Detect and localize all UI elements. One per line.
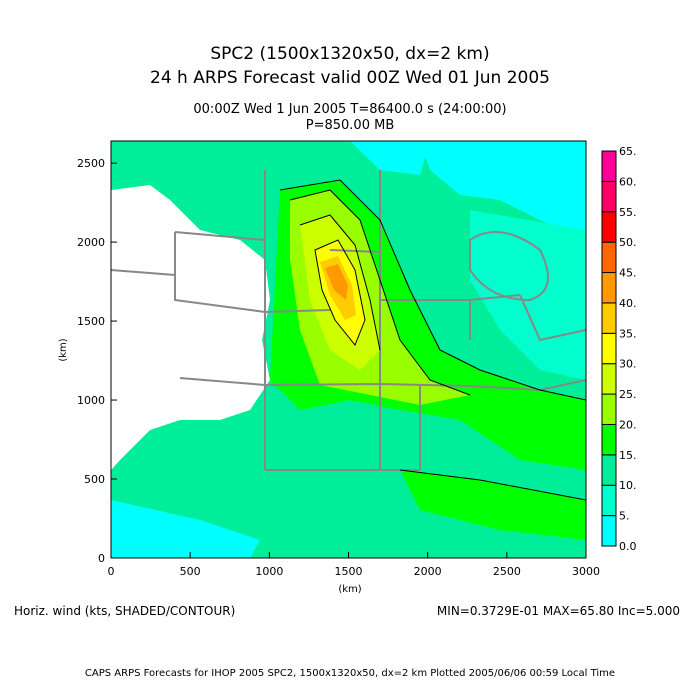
x-tick-label: 500 bbox=[180, 565, 201, 578]
field-statistics: MIN=0.3729E-01 MAX=65.80 Inc=5.000 bbox=[436, 604, 680, 618]
colorbar-swatch bbox=[601, 393, 617, 425]
colorbar-swatch bbox=[601, 454, 617, 486]
colorbar-level-label: 40. bbox=[619, 297, 637, 310]
colorbar-swatch bbox=[601, 423, 617, 456]
colorbar-level-label: 35. bbox=[619, 327, 637, 340]
masked-terrain-region bbox=[111, 185, 270, 470]
plot-title: SPC2 (1500x1320x50, dx=2 km) bbox=[210, 44, 490, 64]
colorbar-level-label: 65. bbox=[619, 145, 637, 158]
y-tick-label: 500 bbox=[84, 473, 105, 486]
x-tick-label: 0 bbox=[108, 565, 115, 578]
cyan-region-southwest bbox=[111, 500, 260, 558]
cyan-region-northeast bbox=[420, 141, 586, 240]
x-tick-label: 1000 bbox=[255, 565, 283, 578]
colorbar-swatch bbox=[601, 484, 617, 517]
y-tick-label: 1500 bbox=[77, 315, 105, 328]
colorbar-swatch bbox=[601, 332, 617, 365]
colorbar-swatch bbox=[601, 150, 617, 182]
contour-lines bbox=[279, 179, 586, 501]
colorbar-level-label: 20. bbox=[619, 418, 637, 431]
colorbar-swatch bbox=[601, 515, 617, 547]
colorbar-level-label: 55. bbox=[619, 206, 637, 219]
forecast-subtitle: 24 h ARPS Forecast valid 00Z Wed 01 Jun … bbox=[150, 68, 550, 88]
colorbar-swatch bbox=[601, 180, 617, 213]
x-tick-label: 2000 bbox=[414, 565, 442, 578]
colorbar-level-label: 60. bbox=[619, 175, 637, 188]
y-axis: 0 500 1000 1500 2000 2500 bbox=[77, 157, 117, 565]
colorbar-swatch bbox=[601, 211, 617, 243]
x-tick-label: 3000 bbox=[572, 565, 600, 578]
x-axis: 0 500 1000 1500 2000 2500 3000 bbox=[108, 552, 600, 578]
colorbar-swatch bbox=[601, 241, 617, 274]
y-tick-label: 2500 bbox=[77, 157, 105, 170]
valid-time-label: 00:00Z Wed 1 Jun 2005 T=86400.0 s (24:00… bbox=[193, 102, 507, 117]
colorbar-level-label: 30. bbox=[619, 358, 637, 371]
x-tick-label: 2500 bbox=[493, 565, 521, 578]
plot-credit: CAPS ARPS Forecasts for IHOP 2005 SPC2, … bbox=[84, 668, 616, 679]
colorbar-swatch bbox=[601, 363, 617, 395]
colorbar-level-label: 15. bbox=[619, 449, 637, 462]
colorbar-level-label: 50. bbox=[619, 236, 637, 249]
y-tick-label: 2000 bbox=[77, 236, 105, 249]
colorbar-level-label: 45. bbox=[619, 267, 637, 280]
colorbar-level-label: 25. bbox=[619, 388, 637, 401]
y-tick-label: 1000 bbox=[77, 394, 105, 407]
aqua-region-east bbox=[470, 210, 586, 380]
green-band-southeast bbox=[400, 470, 586, 540]
colorbar-level-label: 0.0 bbox=[619, 540, 637, 553]
colorbar-swatch bbox=[601, 302, 617, 334]
x-tick-label: 1500 bbox=[335, 565, 363, 578]
cyan-region-north bbox=[350, 141, 430, 175]
orange-jet-core bbox=[325, 264, 348, 300]
variable-label: Horiz. wind (kts, SHADED/CONTOUR) bbox=[14, 604, 236, 618]
colorbar: 0.0 5. 10. 15. 20. 25. 30. 35. 40. 45. 50. 55. 60. 65… bbox=[601, 145, 637, 553]
y-tick-label: 0 bbox=[98, 552, 105, 565]
state-boundaries bbox=[111, 170, 586, 471]
colorbar-level-label: 5. bbox=[619, 510, 630, 523]
pressure-level-label: P=850.00 MB bbox=[305, 118, 395, 133]
x-axis-label: (km) bbox=[338, 584, 361, 595]
colorbar-level-label: 10. bbox=[619, 479, 637, 492]
y-axis-label: (km) bbox=[58, 338, 69, 361]
colorbar-swatch bbox=[601, 272, 617, 304]
wind-field bbox=[111, 141, 586, 558]
